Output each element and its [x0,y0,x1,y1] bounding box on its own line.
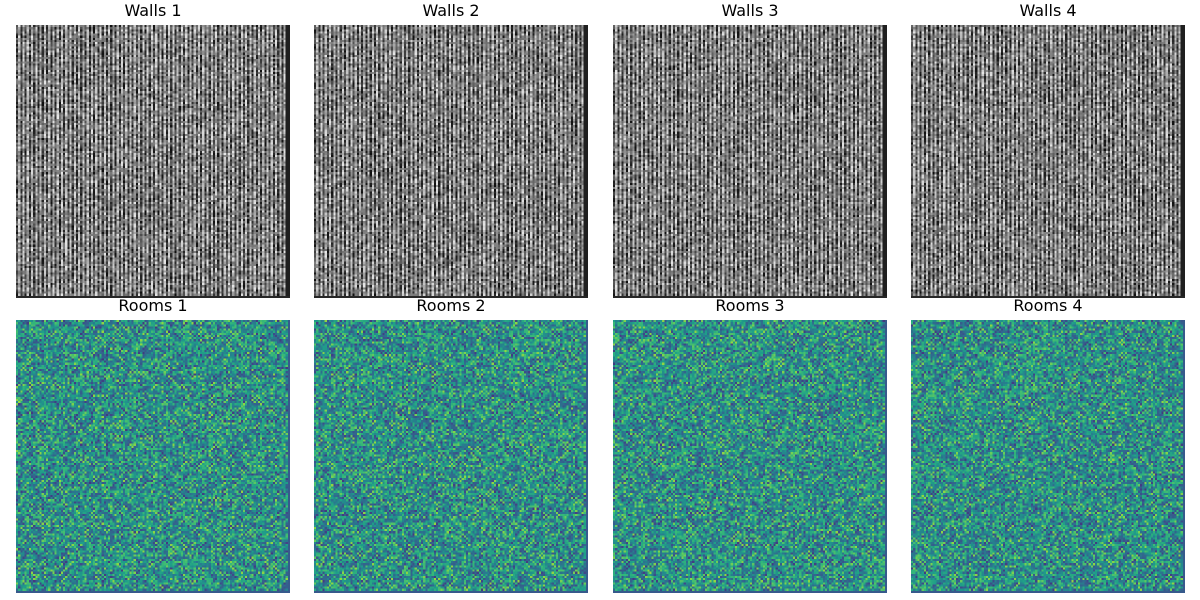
panel-title: Rooms 3 [715,296,785,315]
rooms-image [911,320,1185,593]
rooms-image [314,320,588,593]
walls-image [911,25,1185,298]
panel-title: Walls 4 [1019,1,1077,20]
panel-title: Rooms 2 [416,296,486,315]
panel-title: Rooms 1 [118,296,188,315]
panel-title: Walls 3 [721,1,779,20]
rooms-image [613,320,887,593]
panel-title: Walls 2 [422,1,480,20]
panel-title: Rooms 4 [1013,296,1083,315]
walls-image [314,25,588,298]
rooms-image [16,320,290,593]
walls-image [613,25,887,298]
panel-title: Walls 1 [124,1,182,20]
walls-image [16,25,290,298]
